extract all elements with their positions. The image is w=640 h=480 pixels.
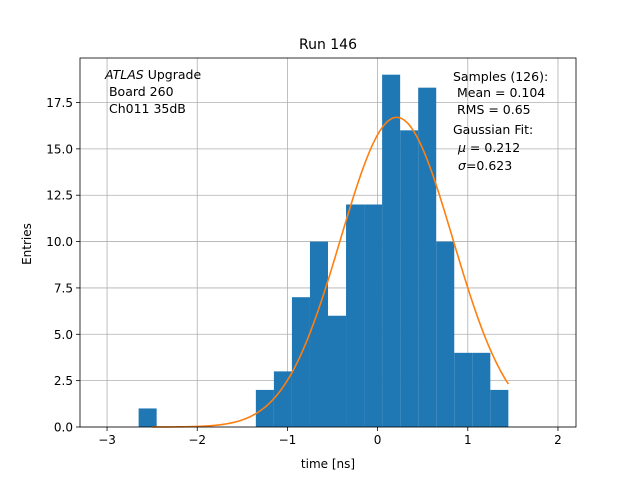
y-tick-label: 0.0 (54, 421, 73, 435)
histogram-bar (418, 87, 437, 428)
plot-frame (79, 57, 577, 428)
histogram-bar (490, 389, 509, 427)
y-tick-label: 7.5 (54, 281, 73, 295)
histogram-bar (382, 74, 401, 427)
histogram-bar (346, 204, 365, 427)
x-tick-label: 0 (374, 433, 382, 447)
info-annotation-left: ATLAS Upgrade Board 260 Ch011 35dB (104, 67, 201, 116)
histogram-bar (138, 408, 157, 427)
histogram-bar (364, 204, 383, 427)
gaussian-fit-label: Gaussian Fit: (453, 122, 533, 137)
histogram-bar (309, 241, 328, 427)
board-label: Board 260 (105, 84, 174, 99)
histogram-bars (138, 74, 509, 428)
sigma-symbol: σ (458, 158, 467, 173)
x-tick-label: 1 (464, 433, 472, 447)
rms-label: RMS = 0.65 (453, 102, 531, 117)
gaussian-fit-line (152, 116, 510, 428)
ticks: −3 −2 −1 0 1 2 0.0 2.5 5.0 7.5 10.0 12.5 15.0 17.5 (46, 96, 562, 447)
x-tick-label: −3 (98, 433, 116, 447)
histogram-bar (436, 241, 455, 427)
channel-label: Ch011 35dB (105, 101, 186, 116)
x-axis-label: time [ns] (301, 457, 355, 471)
histogram-bar (255, 389, 274, 427)
x-tick-label: 2 (554, 433, 562, 447)
mu-value: = 0.212 (466, 140, 520, 155)
atlas-label: ATLAS (104, 67, 144, 82)
info-annotation-right: Samples (126): Mean = 0.104 RMS = 0.65 G… (453, 69, 548, 173)
histogram-bar (472, 352, 491, 427)
histogram-bar (454, 352, 473, 427)
y-tick-label: 12.5 (46, 189, 73, 203)
sigma-value: =0.623 (466, 158, 512, 173)
mean-label: Mean = 0.104 (453, 85, 545, 100)
svg-text:ATLAS Upgrade: ATLAS Upgrade (104, 67, 201, 82)
svg-text:μ = 0.212: μ = 0.212 (457, 140, 520, 155)
histogram-bar (291, 297, 310, 427)
axes (79, 57, 577, 428)
y-tick-label: 10.0 (46, 235, 73, 249)
mu-symbol: μ (457, 140, 466, 155)
y-tick-label: 2.5 (54, 374, 73, 388)
svg-text:σ=0.623: σ=0.623 (458, 158, 512, 173)
chart-title: Run 146 (299, 37, 357, 53)
histogram-bar (400, 130, 419, 427)
samples-label: Samples (126): (453, 69, 548, 84)
x-tick-label: −1 (279, 433, 297, 447)
y-tick-label: 15.0 (46, 142, 73, 156)
upgrade-label: Upgrade (144, 67, 202, 82)
y-tick-label: 5.0 (54, 328, 73, 342)
y-tick-label: 17.5 (46, 96, 73, 110)
y-axis-label: Entries (20, 223, 34, 265)
x-tick-label: −2 (188, 433, 206, 447)
histogram-bar (273, 371, 292, 427)
histogram-bar (328, 315, 347, 427)
